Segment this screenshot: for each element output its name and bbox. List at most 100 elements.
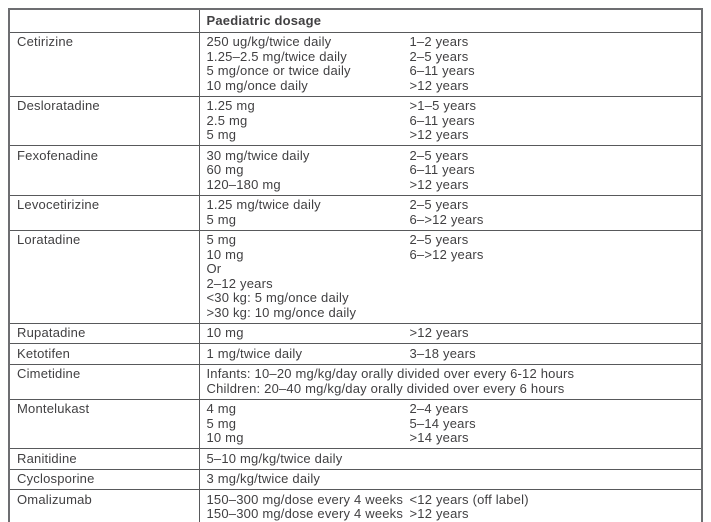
dose-text: 2–12 years [206, 275, 273, 291]
age-range-text: >1–5 years [409, 98, 477, 113]
dose-text: 60 mg [206, 162, 244, 177]
age-range-text: 2–5 years [409, 232, 469, 247]
age-range-text: >12 years [409, 127, 469, 142]
dosage-cell: 1.25 mg/twice daily 2–5 years 5 mg 6–>12 ye… [198, 194, 703, 231]
dosage-cell: 5–10 mg/kg/twice daily [198, 448, 703, 470]
dosage-line: 10 mg/once daily >12 years [206, 77, 694, 94]
dose-text: >30 kg: 10 mg/once daily [206, 304, 357, 320]
dosage-cell: 150–300 mg/dose every 4 weeks <12 years (… [198, 489, 703, 522]
dosage-line: 5 mg 5–14 years [206, 415, 694, 432]
dosage-line: 120–180 mg >12 years [206, 176, 694, 193]
drug-name-cell: Omalizumab [8, 489, 200, 522]
dosage-line: >30 kg: 10 mg/once daily [206, 304, 694, 321]
dose-text: 5 mg [206, 211, 237, 227]
table-row: Ranitidine 5–10 mg/kg/twice daily [8, 448, 703, 470]
dosage-line: 2.5 mg 6–11 years [206, 112, 694, 129]
dosage-line: 150–300 mg/dose every 4 weeks >12 years [206, 506, 694, 522]
dose-text: 120–180 mg [206, 176, 281, 192]
age-range-text: 5–14 years [409, 415, 476, 431]
dosage-line: 5 mg >12 years [206, 127, 694, 143]
dose-text: 150–300 mg/dose every 4 weeks [206, 491, 404, 507]
dose-text: 2.5 mg [206, 112, 248, 128]
dosage-cell: 10 mg >12 years [198, 322, 703, 344]
table-row: Ketotifen 1 mg/twice daily 3–18 years [8, 343, 703, 365]
age-range-text [410, 291, 694, 306]
age-range-text: 6–>12 years [409, 211, 484, 227]
table-row: Rupatadine 10 mg >12 years [8, 322, 703, 344]
dose-text: 5 mg [206, 415, 237, 431]
age-range-text: >12 years [409, 77, 469, 93]
dose-text: 5 mg/once or twice daily [206, 63, 351, 78]
table-row: Cetirizine 250 ug/kg/twice daily 1–2 years… [8, 31, 703, 97]
age-range-text: 6–11 years [409, 112, 475, 128]
age-range-text: 3–18 years [409, 345, 476, 361]
dose-text: <30 kg: 5 mg/once daily [206, 290, 349, 305]
dosage-line: 1 mg/twice daily 3–18 years [206, 345, 694, 362]
dosage-cell: 4 mg 2–4 years 5 mg 5–14 years 10 mg >14 year… [198, 398, 703, 449]
dosage-note-text: Infants: 10–20 mg/kg/day orally divided … [206, 366, 575, 381]
drug-name-cell: Montelukast [8, 398, 200, 449]
dose-text: 1.25–2.5 mg/twice daily [206, 48, 347, 64]
dose-text: 10 mg [206, 246, 244, 262]
age-range-text: 1–2 years [409, 34, 469, 49]
dose-text: 5 mg [206, 127, 237, 142]
dosage-line: 5 mg 2–5 years [206, 232, 694, 248]
dosage-cell: 250 ug/kg/twice daily 1–2 years 1.25–2.5 m… [198, 31, 703, 97]
dosage-line: 1.25 mg/twice daily 2–5 years [206, 197, 694, 213]
dosage-line: 1.25 mg >1–5 years [206, 98, 694, 114]
dosage-line: 4 mg 2–4 years [206, 401, 694, 417]
age-range-text: 2–4 years [409, 401, 469, 416]
dosage-line: 2–12 years [206, 275, 694, 292]
dose-text: 10 mg [206, 325, 244, 340]
age-range-text: >14 years [409, 430, 469, 445]
drug-column-header [8, 8, 200, 33]
dosage-cell: 3 mg/kg/twice daily [198, 468, 703, 490]
dose-text: 30 mg/twice daily [206, 147, 310, 163]
drug-name-cell: Cetirizine [8, 31, 200, 97]
drug-name-cell: Ketotifen [8, 343, 200, 365]
dosage-line: 30 mg/twice daily 2–5 years [206, 147, 694, 164]
age-range-text: >12 years [409, 176, 469, 192]
dosage-note-text: 5–10 mg/kg/twice daily [206, 450, 343, 466]
drug-name-cell: Cyclosporine [8, 468, 200, 490]
paediatric-dosage-header: Paediatric dosage [198, 8, 703, 33]
dose-text: 4 mg [206, 401, 237, 416]
table-row: Loratadine 5 mg 2–5 years 10 mg 6–>12 years O… [8, 229, 703, 324]
dosage-note-text: Children: 20–40 mg/kg/day orally divided… [206, 380, 565, 396]
age-range-text: 2–5 years [409, 48, 469, 64]
dosage-line: 10 mg >14 years [206, 430, 694, 446]
age-range-text: >12 years [409, 325, 469, 340]
dose-text: Or [206, 261, 222, 276]
dose-text: 10 mg/once daily [206, 77, 308, 93]
dose-text: 150–300 mg/dose every 4 weeks [206, 506, 404, 521]
dose-text: 10 mg [206, 430, 244, 445]
dosage-line: 5 mg/once or twice daily 6–11 years [206, 63, 694, 79]
table-body: Cetirizine 250 ug/kg/twice daily 1–2 years… [8, 31, 703, 522]
dosage-line: 10 mg 6–>12 years [206, 246, 694, 263]
age-range-text: >12 years [409, 506, 469, 521]
dosage-line: 60 mg 6–11 years [206, 162, 694, 178]
age-range-text: 6–>12 years [409, 246, 484, 262]
dose-text: 1.25 mg [206, 98, 255, 113]
age-range-text [410, 277, 694, 292]
dosage-line: Or [206, 261, 694, 277]
table-row: Fexofenadine 30 mg/twice daily 2–5 years 60… [8, 145, 703, 196]
drug-name-cell: Loratadine [8, 229, 200, 324]
dose-text: 5 mg [206, 232, 237, 247]
table-row: Cimetidine Infants: 10–20 mg/kg/day orall… [8, 363, 703, 400]
age-range-text: 6–11 years [409, 63, 475, 78]
dosage-line: <30 kg: 5 mg/once daily [206, 290, 694, 306]
dose-text: 1 mg/twice daily [206, 345, 303, 361]
dosage-line: 1.25–2.5 mg/twice daily 2–5 years [206, 48, 694, 65]
table-row: Omalizumab 150–300 mg/dose every 4 weeks <… [8, 489, 703, 522]
table-row: Cyclosporine 3 mg/kg/twice daily [8, 468, 703, 490]
dose-text: 250 ug/kg/twice daily [206, 34, 332, 49]
dose-text: 1.25 mg/twice daily [206, 197, 321, 212]
drug-name-cell: Desloratadine [8, 95, 200, 146]
table-row: Montelukast 4 mg 2–4 years 5 mg 5–14 years 10… [8, 398, 703, 449]
age-range-text [410, 262, 694, 277]
drug-name-cell: Fexofenadine [8, 145, 200, 196]
age-range-text [410, 306, 694, 321]
dosage-cell: 30 mg/twice daily 2–5 years 60 mg 6–11 year… [198, 145, 703, 196]
drug-name-cell: Cimetidine [8, 363, 200, 400]
